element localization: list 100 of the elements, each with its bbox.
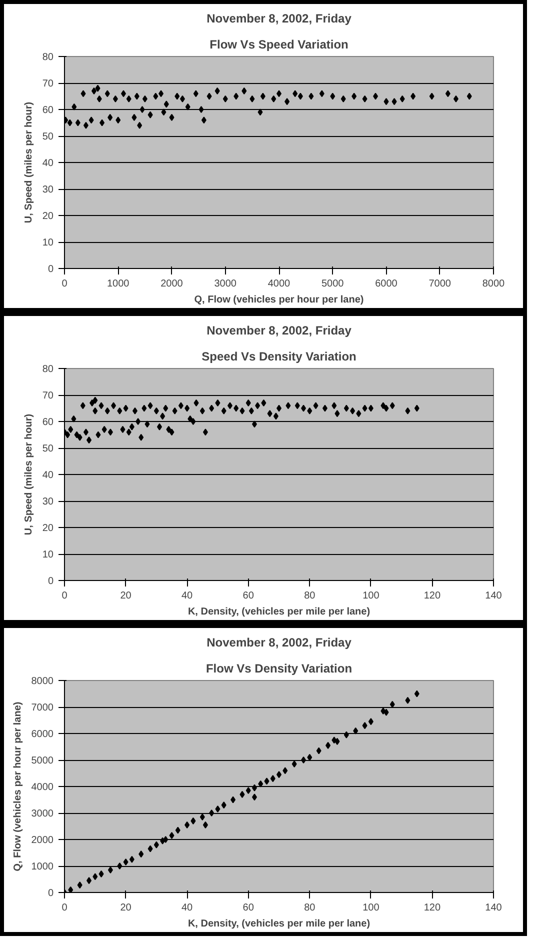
point	[154, 841, 159, 848]
x-tick-label: 2000	[160, 278, 184, 290]
point	[123, 858, 128, 866]
x-tick-label: 100	[362, 902, 380, 914]
point	[405, 696, 410, 704]
point	[270, 775, 276, 782]
x-tick-label: 8000	[482, 278, 506, 290]
point	[184, 821, 190, 828]
y-tick-label: 2000	[31, 835, 54, 846]
x-tick-label: 80	[304, 590, 316, 602]
point	[117, 862, 122, 870]
point	[316, 747, 322, 754]
chart-subtitle: Speed Vs Density Variation	[202, 350, 356, 364]
y-tick-label: 7000	[31, 702, 54, 714]
x-tick-label: 40	[182, 590, 194, 602]
point	[326, 742, 331, 749]
point	[252, 784, 257, 792]
point	[258, 780, 264, 788]
y-axis-title: U, Speed (miles per hour)	[23, 102, 34, 224]
point	[301, 756, 306, 764]
point	[68, 886, 74, 892]
point	[163, 836, 168, 843]
y-tick-label: 70	[42, 78, 54, 90]
x-tick-label: 140	[485, 590, 502, 602]
chart-title: November 8, 2002, Friday	[206, 636, 352, 650]
x-tick-label: 60	[242, 590, 254, 602]
y-tick-label: 0	[48, 264, 54, 275]
point	[108, 866, 113, 874]
y-tick-label: 5000	[31, 756, 54, 766]
point	[86, 877, 92, 884]
x-tick-label: 60	[242, 902, 254, 914]
point	[190, 817, 196, 824]
x-axis-title: K, Density, (vehicles per mile per lane)	[188, 918, 370, 930]
y-tick-label: 20	[42, 211, 54, 222]
point	[368, 718, 374, 726]
point	[92, 873, 98, 880]
point	[77, 882, 82, 889]
x-axis-title: K, Density, (vehicles per mile per lane)	[188, 606, 370, 618]
y-tick-label: 0	[48, 576, 54, 587]
point	[215, 806, 220, 813]
point	[307, 754, 312, 761]
x-tick-label: 6000	[375, 278, 398, 290]
y-tick-label: 60	[42, 417, 54, 428]
point	[334, 738, 340, 745]
point	[148, 845, 153, 852]
point	[252, 794, 257, 801]
y-tick-label: 6000	[31, 729, 54, 740]
y-tick-label: 80	[42, 52, 54, 63]
y-tick-label: 70	[42, 390, 54, 402]
x-tick-label: 20	[120, 902, 132, 914]
point	[380, 707, 386, 714]
y-axis-title: Q, Flow (vehicles per hour per lane)	[12, 702, 24, 872]
x-tick-label: 3000	[214, 278, 237, 290]
point	[362, 722, 368, 730]
y-tick-label: 1000	[31, 862, 54, 872]
point	[202, 821, 208, 828]
point	[292, 760, 297, 768]
point	[384, 708, 389, 716]
x-tick-label: 100	[362, 590, 380, 602]
x-tick-label: 1000	[107, 278, 130, 290]
x-tick-label: 120	[424, 590, 441, 602]
x-tick-label: 120	[424, 902, 441, 914]
x-axis-title: Q, Flow (vehicles per hour per lane)	[194, 294, 364, 306]
chart-title: November 8, 2002, Friday	[206, 324, 352, 338]
point	[353, 727, 358, 734]
y-axis-title: U, Speed (miles per hour)	[23, 414, 34, 536]
point	[230, 796, 236, 804]
y-tick-label: 4000	[31, 782, 54, 793]
y-tick-label: 10	[42, 238, 54, 248]
y-tick-label: 50	[42, 132, 54, 142]
point	[209, 810, 214, 816]
y-tick-label: 3000	[31, 808, 54, 820]
x-tick-label: 4000	[268, 278, 291, 290]
x-tick-label: 40	[182, 902, 194, 914]
x-tick-label: 80	[304, 902, 316, 914]
x-tick-label: 140	[485, 902, 502, 914]
y-tick-label: 60	[42, 105, 54, 116]
point	[264, 778, 270, 785]
y-tick-label: 30	[42, 184, 54, 196]
chart-title: November 8, 2002, Friday	[206, 12, 352, 26]
x-tick-label: 0	[62, 278, 68, 290]
y-tick-label: 0	[48, 888, 54, 899]
y-tick-label: 40	[42, 470, 54, 481]
x-tick-label: 0	[62, 902, 68, 914]
point	[344, 731, 349, 738]
y-tick-label: 8000	[31, 676, 54, 687]
point	[246, 786, 251, 794]
y-tick-label: 40	[42, 158, 54, 169]
point	[169, 832, 174, 840]
y-tick-label: 10	[42, 550, 54, 560]
x-tick-label: 20	[120, 590, 132, 602]
x-tick-label: 0	[62, 590, 68, 602]
point	[240, 790, 245, 798]
y-tick-label: 50	[42, 444, 54, 454]
point	[221, 802, 226, 809]
x-tick-label: 7000	[428, 278, 452, 290]
y-tick-label: 20	[42, 523, 54, 534]
point	[129, 856, 134, 863]
point	[175, 826, 180, 834]
y-tick-label: 80	[42, 364, 54, 375]
